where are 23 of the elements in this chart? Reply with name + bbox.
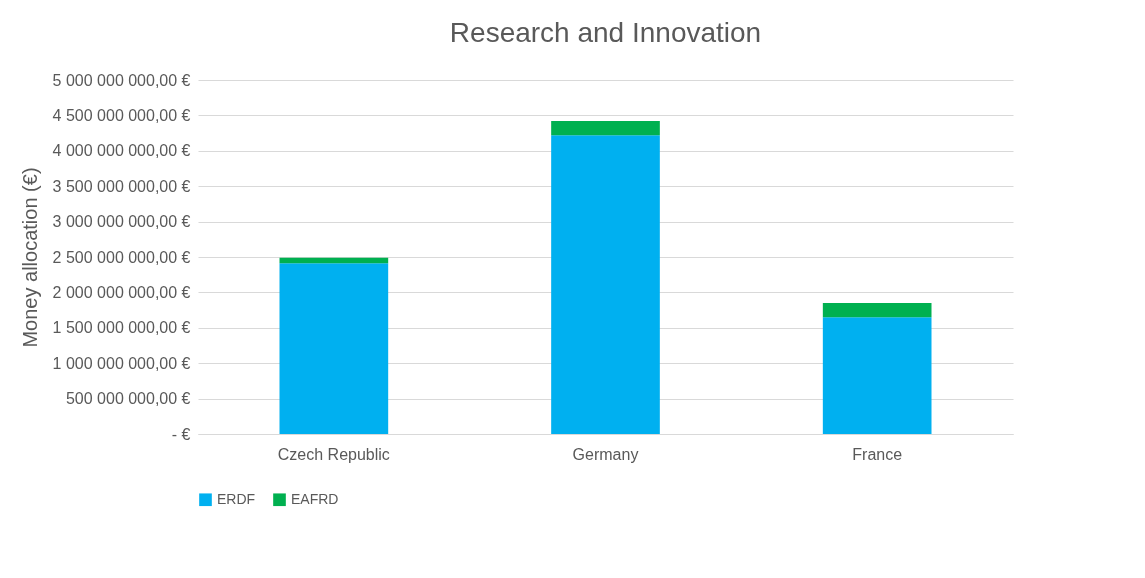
bar bbox=[279, 263, 389, 434]
y-tick-label: 4 000 000 000,00 € bbox=[52, 142, 191, 160]
y-tick-label: - € bbox=[171, 425, 191, 443]
legend-label: EAFRD bbox=[291, 490, 339, 507]
y-tick-label: 1 500 000 000,00 € bbox=[52, 319, 191, 337]
y-axis-title: Money allocation (€) bbox=[18, 167, 41, 348]
bar bbox=[551, 135, 660, 434]
chart-title: Research and Innovation bbox=[449, 17, 762, 48]
x-tick-label: Germany bbox=[572, 445, 639, 463]
y-tick-label: 1 000 000 000,00 € bbox=[52, 354, 191, 372]
legend-label: ERDF bbox=[217, 490, 256, 507]
y-tick-label: 5 000 000 000,00 € bbox=[52, 71, 191, 89]
x-tick-label: France bbox=[852, 445, 903, 463]
y-tick-label: 2 000 000 000,00 € bbox=[52, 283, 191, 301]
x-tick-label: Czech Republic bbox=[277, 445, 390, 463]
bar bbox=[822, 303, 932, 318]
y-tick-label: 2 500 000 000,00 € bbox=[52, 248, 191, 266]
y-tick-label: 3 500 000 000,00 € bbox=[52, 177, 191, 195]
bar bbox=[822, 317, 932, 434]
y-tick-label: 500 000 000,00 € bbox=[65, 390, 191, 408]
bar bbox=[551, 121, 660, 136]
y-tick-label: 3 000 000 000,00 € bbox=[52, 213, 191, 231]
y-tick-label: 4 500 000 000,00 € bbox=[52, 106, 191, 124]
